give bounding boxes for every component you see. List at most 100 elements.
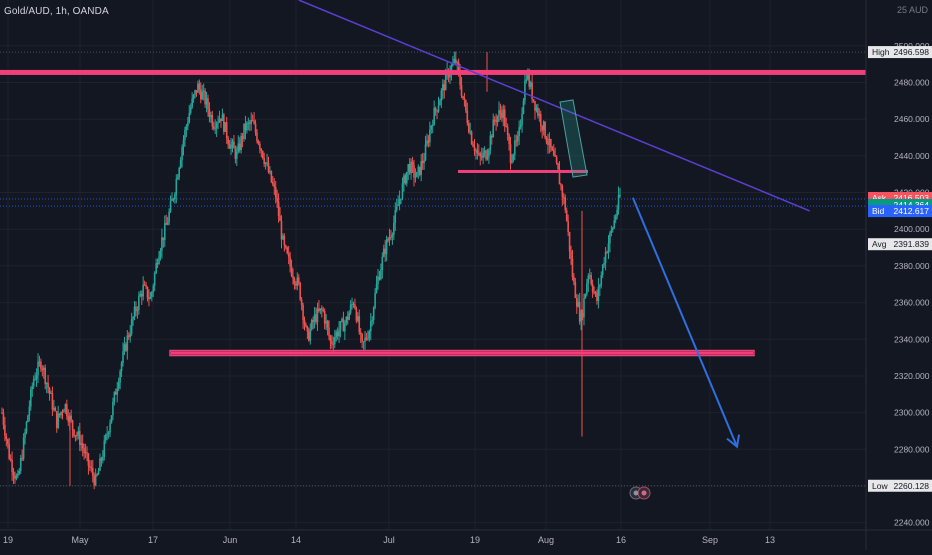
candle-body — [465, 100, 467, 111]
candle-body — [2, 412, 5, 425]
candle-body — [74, 435, 77, 437]
broker-logo-icon — [629, 486, 651, 500]
candle-body — [126, 335, 129, 351]
y-tick-label: 2440.000 — [894, 151, 930, 161]
candle-body — [532, 99, 535, 102]
candle-body — [299, 282, 301, 300]
candle-body — [604, 252, 607, 264]
candle-body — [34, 379, 36, 381]
candle-body — [143, 284, 146, 286]
candle-body — [346, 316, 349, 320]
candle-body — [220, 118, 222, 121]
candle-body — [488, 149, 490, 157]
candle-body — [329, 336, 332, 342]
candle-body — [176, 177, 179, 180]
candle-body — [198, 83, 201, 90]
candle-body — [28, 406, 31, 416]
candle-body — [181, 147, 183, 160]
candle-body — [580, 313, 582, 322]
candle-body — [597, 287, 600, 302]
candle-body — [178, 167, 180, 178]
candle-body — [284, 245, 287, 248]
candle-body — [58, 413, 61, 416]
candle-body — [120, 363, 123, 372]
drawing-tools[interactable] — [0, 0, 866, 449]
avg-badge-bg — [868, 238, 932, 251]
channel-highlight — [559, 99, 588, 178]
x-tick-label: May — [71, 535, 89, 545]
candle-body — [408, 164, 411, 174]
candle-body — [250, 119, 253, 124]
candle-body — [561, 185, 564, 198]
candle-body — [146, 286, 149, 299]
time-axis[interactable]: 19 May 17 Jun 14 Jul 19 Aug 16 Sep 13 — [0, 529, 932, 545]
candle-body — [47, 382, 49, 389]
candle-body — [575, 298, 578, 307]
candle-body — [378, 276, 381, 280]
candle-body — [60, 411, 62, 416]
candle-body — [525, 79, 528, 81]
candle-body — [148, 298, 150, 300]
candle-body — [555, 156, 558, 164]
candle-body — [17, 473, 19, 477]
candle-body — [93, 475, 95, 485]
neckline-zone — [458, 169, 588, 173]
projection-arrow-line — [631, 197, 738, 448]
candle-body — [195, 90, 198, 93]
candle-body — [518, 127, 520, 137]
candle-body — [161, 237, 163, 251]
candle-body — [469, 131, 471, 133]
candle-body — [138, 296, 140, 310]
candle-body — [423, 160, 425, 164]
candle-body — [509, 144, 512, 163]
candle-body — [344, 322, 346, 332]
price-axis[interactable]: 2500.0002480.0002460.0002440.0002420.000… — [865, 0, 930, 550]
bid-badge-bg — [868, 205, 932, 218]
candle-body — [41, 368, 44, 371]
last-badge-value: 2414.364 — [894, 200, 930, 210]
candle-body — [132, 317, 134, 320]
x-tick-label: Aug — [538, 535, 554, 545]
candle-body — [414, 177, 417, 179]
candle-body — [21, 458, 23, 460]
candle-body — [151, 292, 153, 297]
candle-body — [405, 171, 408, 184]
candle-body — [166, 222, 169, 225]
candle-body — [11, 460, 13, 472]
candle-body — [557, 163, 559, 170]
candle-body — [531, 82, 533, 100]
candle-body — [210, 114, 212, 118]
candle-body — [187, 122, 189, 127]
candle-body — [87, 453, 90, 466]
candle-body — [545, 137, 548, 143]
candle-body — [401, 183, 404, 199]
candle-body — [280, 220, 283, 240]
candle-body — [1, 412, 3, 414]
currency-unit[interactable]: 25 AUD — [896, 5, 928, 15]
candle-body — [312, 320, 314, 323]
candle-body — [611, 227, 614, 231]
candle-body — [97, 470, 100, 475]
candle-body — [486, 156, 489, 160]
candle-body — [599, 285, 601, 288]
candle-body — [521, 113, 523, 126]
candle-body — [231, 141, 234, 145]
candle-body — [323, 311, 326, 324]
candle-body — [191, 98, 193, 108]
candle-body — [367, 338, 369, 340]
candle-body — [449, 73, 451, 78]
symbol-title[interactable]: Gold/AUD, 1h, OANDA — [4, 6, 109, 17]
candle-body — [522, 100, 525, 114]
candle-body — [211, 114, 214, 127]
candle-body — [514, 140, 516, 155]
candle-body — [439, 100, 441, 106]
candle-body — [76, 435, 78, 437]
candle-body — [508, 134, 510, 145]
candle-body — [110, 415, 113, 424]
candle-body — [437, 105, 440, 112]
candle-body — [234, 148, 237, 159]
candle-body — [355, 308, 358, 321]
